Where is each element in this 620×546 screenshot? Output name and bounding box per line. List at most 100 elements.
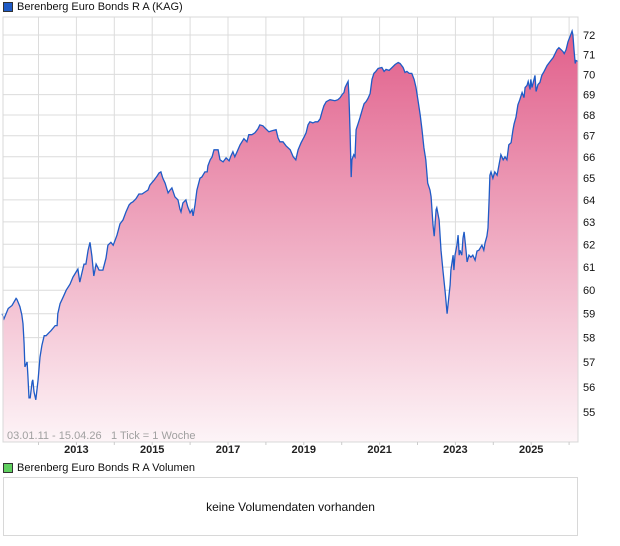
data-point — [89, 242, 90, 243]
data-point — [351, 159, 352, 160]
data-point — [530, 89, 531, 90]
data-point — [277, 137, 278, 138]
data-point — [337, 99, 338, 100]
data-point — [259, 124, 260, 125]
data-point — [27, 375, 28, 376]
x-tick-label: 2015 — [140, 444, 164, 456]
data-point — [129, 204, 130, 205]
y-tick-label: 67 — [583, 131, 595, 143]
data-point — [375, 71, 376, 72]
data-point — [371, 79, 372, 80]
data-point — [439, 219, 440, 220]
data-point — [323, 105, 324, 106]
plot-frame — [2, 16, 579, 443]
data-point — [556, 49, 557, 50]
data-point — [365, 101, 366, 102]
data-point — [312, 122, 313, 123]
data-point — [191, 209, 192, 210]
data-point — [484, 243, 485, 244]
data-point — [193, 215, 194, 216]
data-point — [279, 141, 280, 142]
data-point — [271, 130, 272, 131]
data-point — [409, 73, 410, 74]
data-point — [445, 292, 446, 293]
data-point — [96, 264, 97, 265]
data-point — [550, 61, 551, 62]
data-point — [470, 257, 471, 258]
data-point — [207, 165, 208, 166]
data-point — [531, 87, 532, 88]
data-point — [539, 82, 540, 83]
x-tick-label: 2019 — [292, 444, 316, 456]
data-point — [138, 193, 139, 194]
volume-legend: Berenberg Euro Bonds R A Volumen — [3, 461, 195, 475]
data-point — [448, 295, 449, 296]
data-point — [414, 79, 415, 80]
data-point — [179, 208, 180, 209]
data-point — [168, 192, 169, 193]
price-legend-label: Berenberg Euro Bonds R A (KAG) — [17, 1, 183, 13]
data-point — [88, 250, 89, 251]
data-point — [194, 204, 195, 205]
data-point — [162, 178, 163, 179]
x-axis: 2013 2015 2017 2019 2021 2023 2025 — [38, 442, 570, 456]
volume-legend-swatch — [3, 463, 13, 473]
data-point — [354, 156, 355, 157]
data-point — [237, 151, 238, 152]
data-point — [547, 65, 548, 66]
data-point — [31, 381, 32, 382]
data-point — [75, 272, 76, 273]
data-point — [3, 318, 4, 319]
data-point — [223, 161, 224, 162]
data-point — [349, 129, 350, 130]
data-point — [130, 202, 131, 203]
data-point — [234, 156, 235, 157]
data-point — [144, 191, 145, 192]
data-point — [298, 149, 299, 150]
data-point — [147, 190, 148, 191]
data-point — [33, 391, 34, 392]
data-point — [514, 123, 515, 124]
data-point — [190, 212, 191, 213]
data-point — [362, 109, 363, 110]
tick-interval-label: 1 Tick = 1 Woche — [111, 430, 195, 442]
data-point — [343, 92, 344, 93]
data-point — [276, 129, 277, 130]
data-point — [353, 154, 354, 155]
data-point — [160, 171, 161, 172]
data-point — [293, 156, 294, 157]
data-point — [317, 121, 318, 122]
data-point — [49, 332, 50, 333]
data-point — [566, 49, 567, 50]
data-point — [537, 84, 538, 85]
data-point — [498, 164, 499, 165]
data-point — [16, 298, 17, 299]
data-point — [525, 87, 526, 88]
data-point — [55, 325, 56, 326]
data-point — [38, 379, 39, 380]
data-point — [385, 69, 386, 70]
data-point — [24, 366, 25, 367]
data-point — [254, 132, 255, 133]
data-point — [72, 276, 73, 277]
data-point — [403, 67, 404, 68]
data-point — [572, 31, 573, 32]
data-point — [210, 159, 211, 160]
data-point — [342, 94, 343, 95]
data-point — [400, 63, 401, 64]
data-point — [528, 81, 529, 82]
data-point — [83, 264, 84, 265]
data-point — [467, 261, 468, 262]
data-point — [295, 159, 296, 160]
data-point — [132, 201, 133, 202]
data-point — [575, 60, 576, 61]
data-point — [558, 47, 559, 48]
y-tick-label: 69 — [583, 90, 595, 102]
data-point — [420, 114, 421, 115]
data-point — [429, 190, 430, 191]
data-point — [512, 129, 513, 130]
data-point — [544, 71, 545, 72]
data-point — [468, 255, 469, 256]
data-point — [185, 199, 186, 200]
data-point — [406, 71, 407, 72]
